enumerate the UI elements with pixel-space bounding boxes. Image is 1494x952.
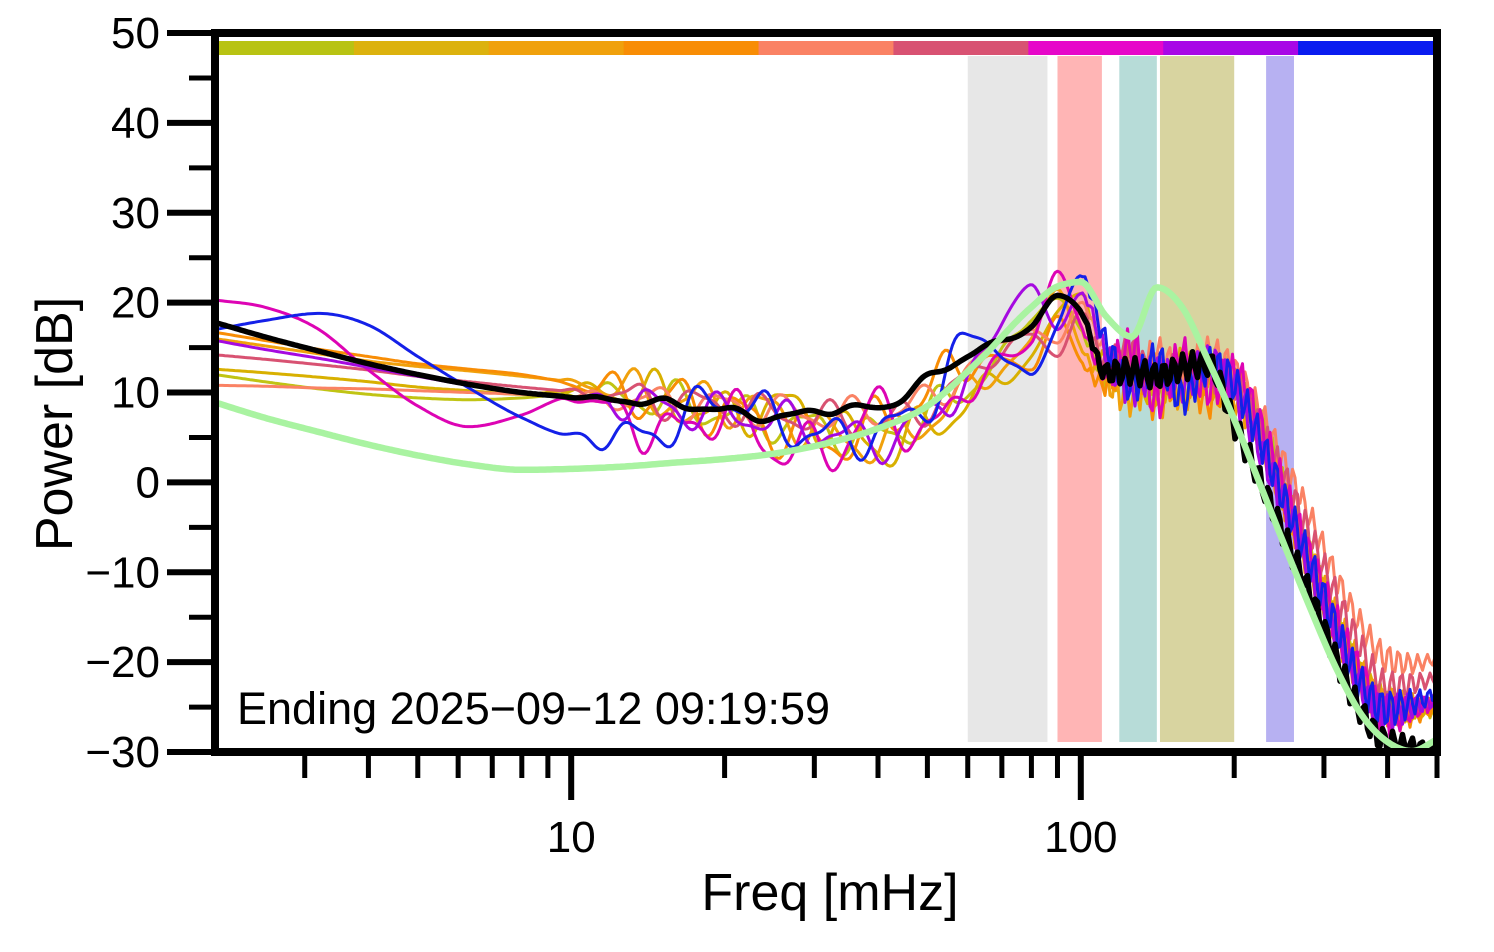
- time-color-bar-segment: [219, 41, 355, 55]
- psd-window-1-yellowgreen: [219, 296, 1433, 730]
- time-color-bar-segment: [353, 41, 490, 55]
- psd-window-9-blue: [219, 274, 1433, 726]
- time-color-bar-segment: [1028, 41, 1164, 55]
- time-color-bar-segment: [488, 41, 625, 55]
- plot-frame: [211, 29, 1441, 756]
- x-tick-label: 100: [1044, 813, 1117, 862]
- y-tick-label: −30: [85, 728, 160, 777]
- time-color-bar-segment: [758, 41, 895, 55]
- band-lavender: [1266, 56, 1294, 742]
- psd-window-3-amber: [219, 287, 1433, 728]
- band-gray: [967, 56, 1048, 742]
- y-tick-label: 20: [111, 279, 160, 328]
- psd-window-5-salmon: [219, 300, 1433, 676]
- y-tick-label: 40: [111, 99, 160, 148]
- time-color-bar-segment: [1163, 41, 1299, 55]
- time-color-bar-segment: [623, 41, 760, 55]
- time-color-bar: [219, 41, 1434, 55]
- band-pink: [1057, 56, 1102, 742]
- ending-timestamp-annotation: Ending 2025−09−12 09:19:59: [237, 683, 831, 734]
- time-color-bar-segment: [1298, 41, 1434, 55]
- axis-ticks: [167, 30, 1440, 800]
- y-tick-label: 10: [111, 369, 160, 418]
- psd-window-2-gold: [219, 292, 1433, 725]
- frequency-bands: [967, 56, 1294, 742]
- y-axis-title: Power [dB]: [26, 296, 84, 552]
- y-tick-label: −10: [85, 548, 160, 597]
- psd-curves: [219, 269, 1433, 748]
- y-tick-label: 0: [136, 458, 160, 507]
- psd-window-4-orange: [219, 314, 1433, 734]
- x-tick-label: 10: [547, 813, 596, 862]
- psd-window-7-magenta: [219, 269, 1433, 740]
- y-tick-label: 50: [111, 9, 160, 58]
- reference-model-green: [219, 278, 1433, 748]
- x-axis-title: Freq [mHz]: [701, 864, 959, 922]
- y-tick-label: 30: [111, 189, 160, 238]
- time-color-bar-segment: [893, 41, 1029, 55]
- psd-window-8-purple: [219, 283, 1433, 732]
- y-tick-label: −20: [85, 638, 160, 687]
